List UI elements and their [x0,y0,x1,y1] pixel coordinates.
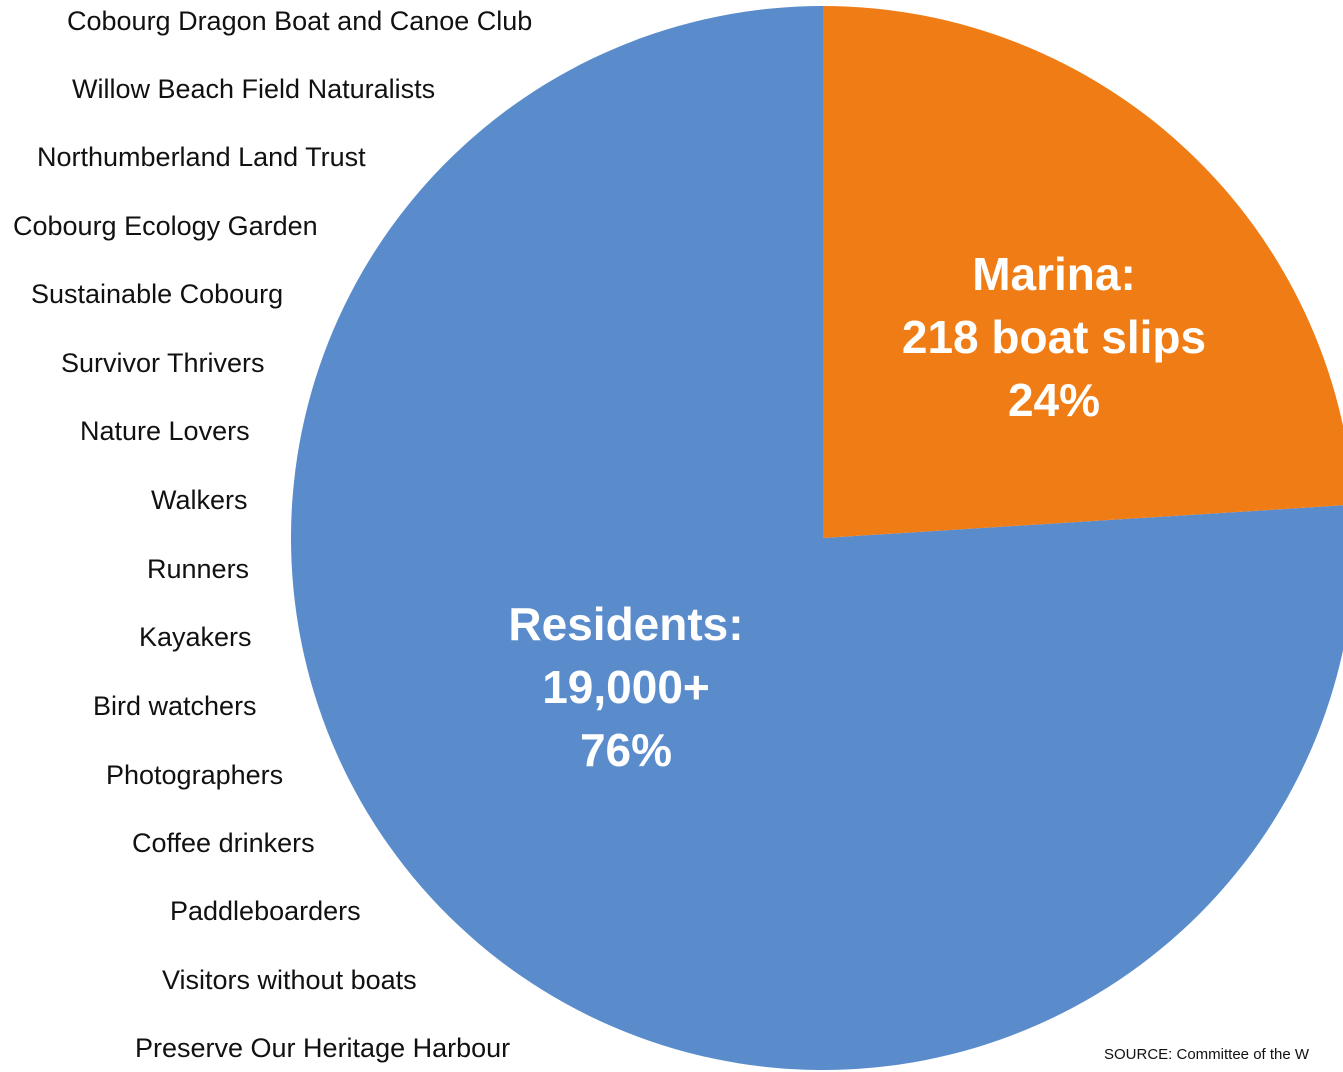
slice-label-residents: 76% [580,724,672,776]
group-item: Preserve Our Heritage Harbour [135,1033,511,1063]
pie-slice-marina [823,6,1343,538]
community-groups-list: Cobourg Dragon Boat and Canoe Club Willo… [0,0,600,1072]
group-item: Northumberland Land Trust [37,142,366,172]
group-item: Photographers [106,760,284,790]
source-note: SOURCE: Committee of the W [1104,1046,1310,1063]
pie-slice-residents [291,6,1343,1070]
group-item: Cobourg Ecology Garden [13,211,318,241]
slice-label-residents: 19,000+ [542,661,710,713]
slice-label-marina: Marina: [972,248,1136,300]
group-item: Bird watchers [93,691,257,721]
group-item: Visitors without boats [162,965,417,995]
group-item: Coffee drinkers [132,828,315,858]
group-item: Survivor Thrivers [61,348,265,378]
group-item: Nature Lovers [80,416,250,446]
group-item: Paddleboarders [170,896,361,926]
group-item: Cobourg Dragon Boat and Canoe Club [67,6,533,36]
pie-slices [291,6,1343,1070]
pie-slice-labels: Residents: 19,000+ 76% Marina: 218 boat slip… [508,248,1206,776]
group-item: Sustainable Cobourg [31,279,284,309]
group-item: Runners [147,554,250,584]
slice-label-marina: 218 boat slips [902,311,1206,363]
group-item: Walkers [151,485,248,515]
slice-label-residents: Residents: [508,598,743,650]
group-item: Willow Beach Field Naturalists [72,74,436,104]
group-item: Kayakers [139,622,252,652]
slice-label-marina: 24% [1008,374,1100,426]
